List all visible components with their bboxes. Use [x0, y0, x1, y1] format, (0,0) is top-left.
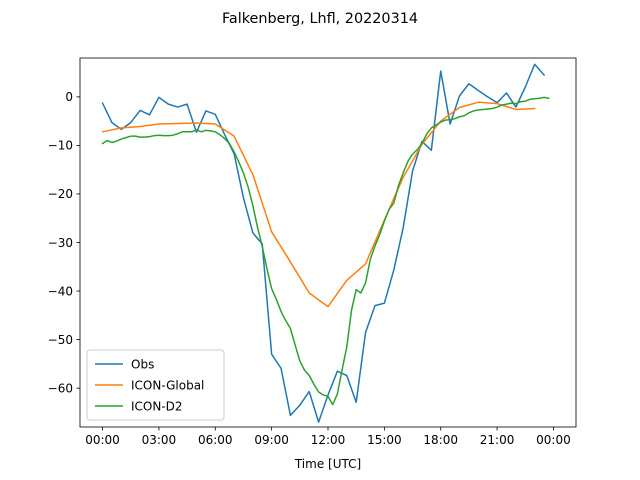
- y-tick-label: −10: [48, 139, 73, 153]
- y-tick-label: 0: [65, 90, 73, 104]
- x-tick-label: 15:00: [367, 433, 402, 447]
- series-lines: [101, 63, 550, 423]
- legend-label: ICON-D2: [131, 399, 183, 413]
- x-tick-label: 00:00: [536, 433, 571, 447]
- y-tick-label: −40: [48, 284, 73, 298]
- x-axis: 00:00 03:00 06:00 09:00 12:00 15:00 18:00 21:00…: [85, 427, 571, 447]
- series-line-icon-global: [101, 101, 536, 308]
- x-axis-label: Time [UTC]: [294, 457, 361, 471]
- x-tick-label: 12:00: [311, 433, 346, 447]
- y-tick-label: −20: [48, 187, 73, 201]
- x-tick-label: 06:00: [198, 433, 233, 447]
- x-tick-label: 18:00: [423, 433, 458, 447]
- y-tick-label: −50: [48, 333, 73, 347]
- y-tick-label: −60: [48, 381, 73, 395]
- x-tick-label: 21:00: [480, 433, 515, 447]
- legend-label: Obs: [131, 357, 154, 371]
- series-line-obs: [101, 63, 546, 423]
- legend-label: ICON-Global: [131, 378, 204, 392]
- x-tick-label: 03:00: [142, 433, 177, 447]
- legend: Obs ICON-Global ICON-D2: [86, 349, 225, 421]
- x-tick-label: 09:00: [254, 433, 289, 447]
- legend-box: [86, 349, 225, 421]
- chart-title: Falkenberg, Lhfl, 20220314: [222, 11, 418, 27]
- y-tick-label: −30: [48, 236, 73, 250]
- series-line-icon-d2: [101, 96, 550, 406]
- y-axis: 0 −10 −20 −30 −40 −50 −60: [48, 90, 80, 395]
- x-tick-label: 00:00: [85, 433, 120, 447]
